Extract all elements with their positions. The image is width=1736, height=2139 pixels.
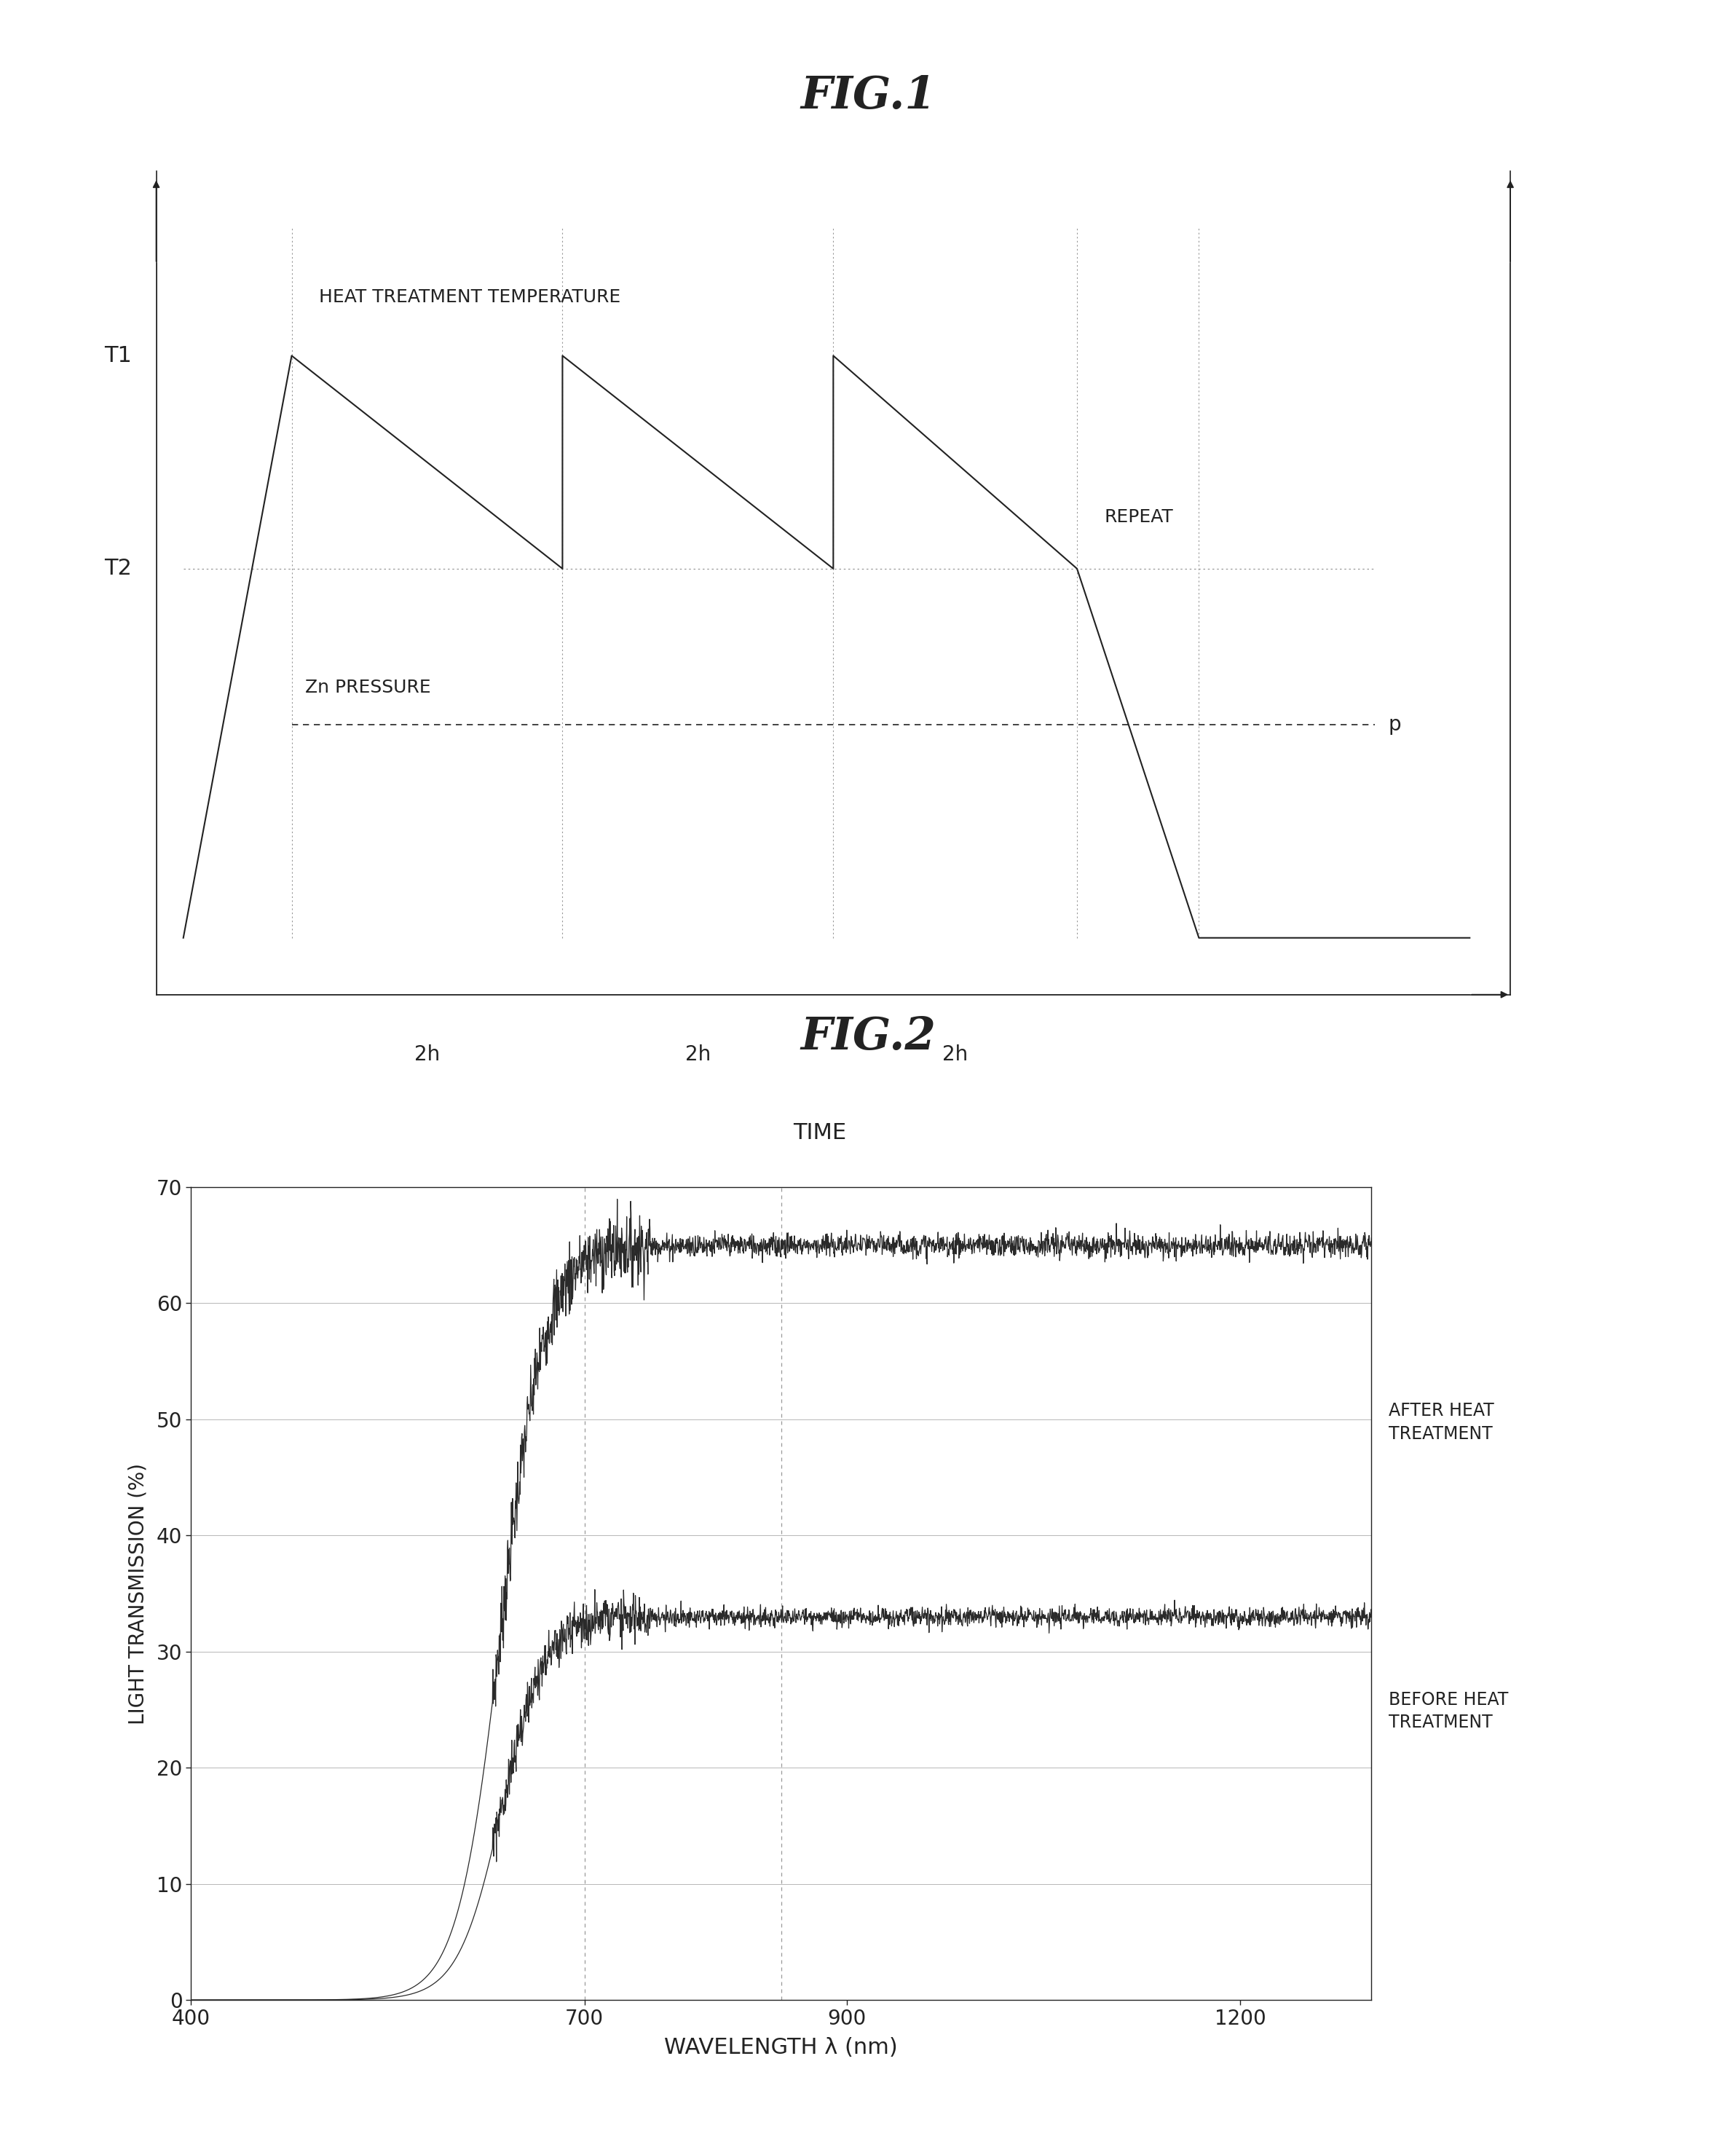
- Text: AFTER HEAT
TREATMENT: AFTER HEAT TREATMENT: [1389, 1403, 1495, 1442]
- Y-axis label: LIGHT TRANSMISSION (%): LIGHT TRANSMISSION (%): [128, 1463, 148, 1724]
- Text: REPEAT: REPEAT: [1104, 509, 1174, 526]
- X-axis label: WAVELENGTH λ (nm): WAVELENGTH λ (nm): [665, 2036, 898, 2058]
- Text: Zn PRESSURE: Zn PRESSURE: [306, 678, 431, 697]
- Text: T2: T2: [104, 558, 132, 580]
- Text: 2h: 2h: [415, 1044, 439, 1065]
- Text: 2h: 2h: [943, 1044, 969, 1065]
- Text: FIG.1: FIG.1: [800, 75, 936, 118]
- Text: p: p: [1389, 714, 1401, 736]
- Text: T1: T1: [104, 344, 132, 366]
- Text: 2h: 2h: [686, 1044, 710, 1065]
- Text: TIME: TIME: [793, 1123, 847, 1144]
- Text: BEFORE HEAT
TREATMENT: BEFORE HEAT TREATMENT: [1389, 1692, 1509, 1730]
- Text: HEAT TREATMENT TEMPERATURE: HEAT TREATMENT TEMPERATURE: [319, 289, 620, 306]
- Text: FIG.2: FIG.2: [800, 1016, 936, 1059]
